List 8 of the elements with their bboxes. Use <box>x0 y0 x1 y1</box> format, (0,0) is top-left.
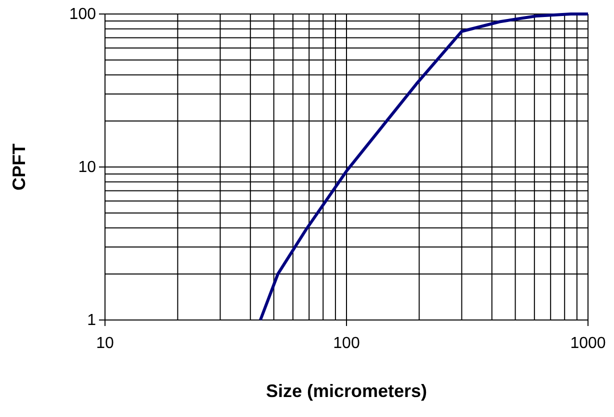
x-tick-label: 1000 <box>570 335 606 352</box>
y-tick-label: 1 <box>87 312 96 330</box>
x-tick-label: 100 <box>333 335 360 352</box>
x-tick-label: 10 <box>96 335 114 352</box>
y-tick-label: 10 <box>78 159 96 176</box>
y-axis-title: CPFT <box>9 144 29 190</box>
y-tick-label: 100 <box>69 6 96 24</box>
x-axis-title: Size (micrometers) <box>266 381 428 401</box>
